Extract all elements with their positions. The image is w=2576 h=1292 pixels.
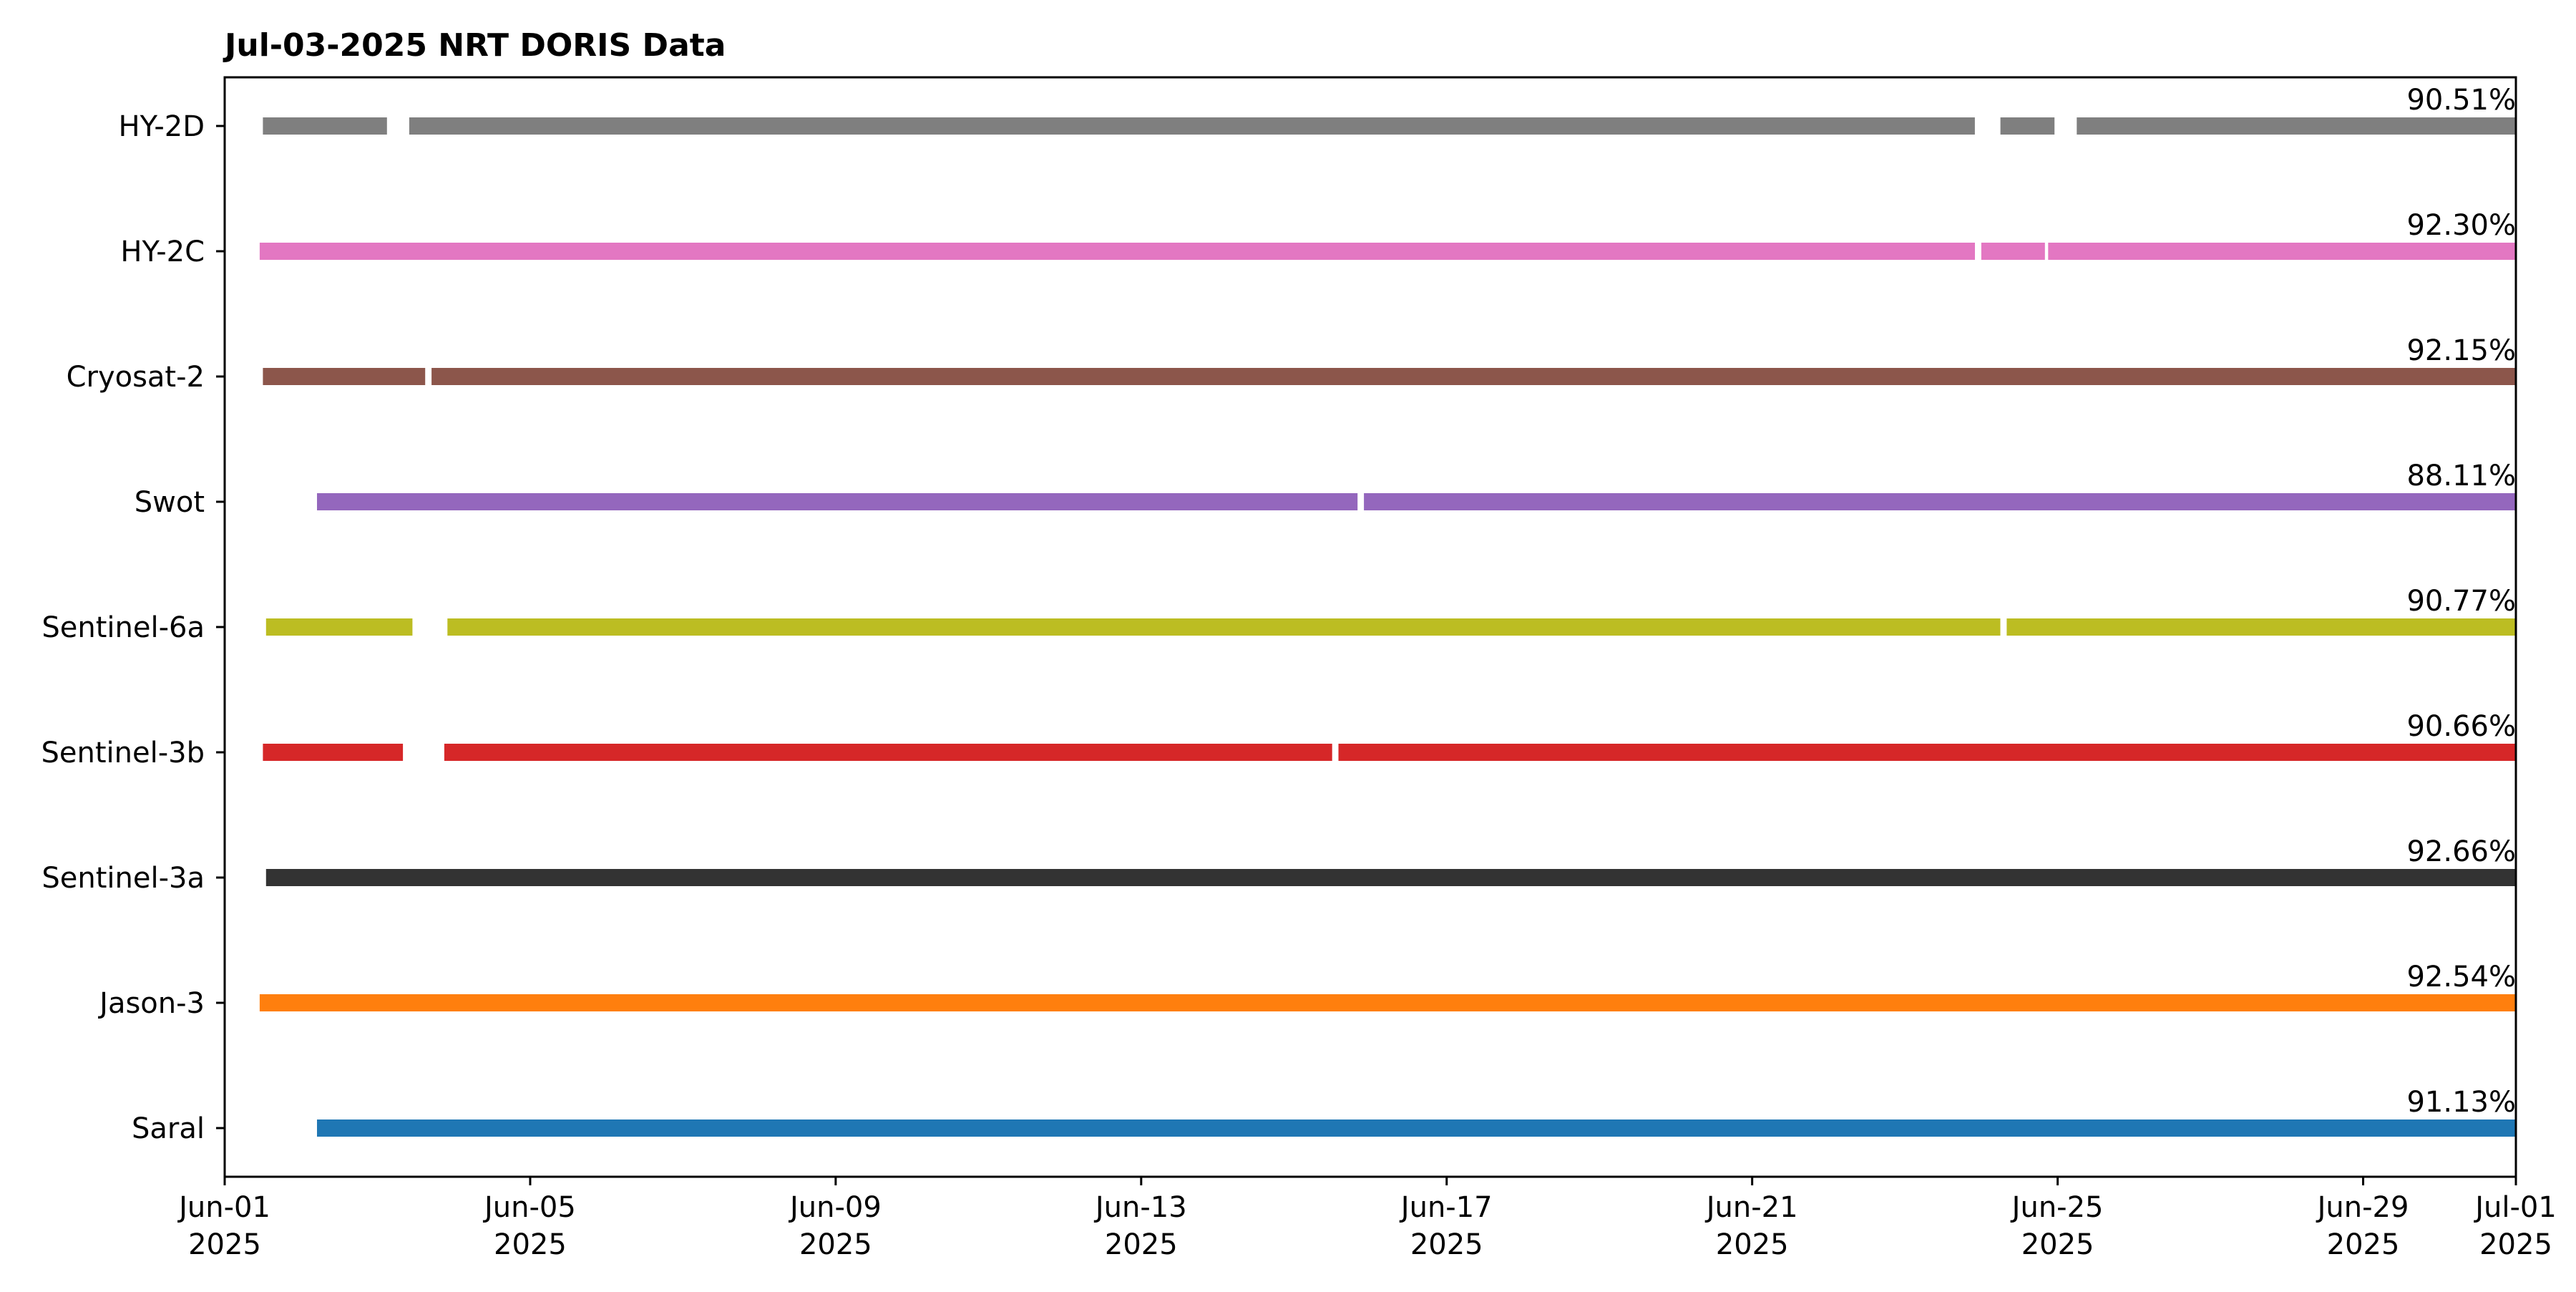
bar-segment-swot-2: [1364, 493, 2516, 510]
x-tick-label-jun-17: Jun-17: [1399, 1191, 1493, 1224]
percent-label-cryosat-2: 92.15%: [2406, 334, 2516, 367]
x-tick-year-jun-25: 2025: [2021, 1228, 2094, 1261]
x-tick-year-jun-17: 2025: [1410, 1228, 1483, 1261]
y-tick-label-hy-2d: HY-2D: [119, 110, 205, 143]
percent-label-sentinel-3a: 92.66%: [2406, 835, 2516, 868]
percent-label-swot: 88.11%: [2406, 460, 2516, 492]
y-axis: Saral Jason-3 Sentinel-3a Sentinel-3b Sentin…: [42, 110, 225, 1145]
bar-segment-hy-2c-2: [1981, 243, 2045, 260]
x-tick-label-jun-09: Jun-09: [788, 1191, 882, 1224]
y-tick-label-cryosat-2: Cryosat-2: [67, 361, 205, 394]
bar-segment-hy-2c-3: [2048, 243, 2516, 260]
bar-segment-sentinel-3b-2: [444, 744, 1332, 761]
bar-segment-sentinel-6a-1: [265, 618, 413, 636]
bar-segment-swot-1: [317, 493, 1358, 510]
x-tick-label-jun-13: Jun-13: [1093, 1191, 1187, 1224]
percent-label-saral: 91.13%: [2406, 1086, 2516, 1119]
bar-segment-sentinel-6a-2: [447, 618, 2001, 636]
bar-segment-sentinel-3b-1: [263, 744, 404, 761]
x-tick-year-jun-01: 2025: [188, 1228, 261, 1261]
y-tick-label-hy-2c: HY-2C: [120, 235, 205, 268]
y-tick-label-sentinel-3a: Sentinel-3a: [42, 862, 205, 895]
bar-segment-cryosat-2-2: [431, 368, 2516, 385]
percent-label-sentinel-3b: 90.66%: [2406, 710, 2516, 743]
bar-segment-jason-3-1: [259, 994, 2517, 1011]
x-tick-year-jun-29: 2025: [2327, 1228, 2400, 1261]
x-tick-label-jun-01: Jun-01: [177, 1191, 270, 1224]
percent-label-hy-2d: 90.51%: [2406, 84, 2516, 117]
y-tick-label-sentinel-3b: Sentinel-3b: [42, 737, 205, 769]
bars-layer: [259, 117, 2517, 1137]
bar-segment-saral-1: [317, 1119, 2516, 1137]
percent-label-jason-3: 92.54%: [2406, 961, 2516, 994]
percent-labels: 91.13% 92.54% 92.66% 90.66% 90.77% 88.11% 92.1…: [2406, 84, 2516, 1119]
y-tick-label-jason-3: Jason-3: [97, 987, 205, 1020]
bar-segment-sentinel-3a-1: [265, 869, 2516, 886]
bar-segment-hy-2d-2: [409, 117, 1975, 135]
y-tick-label-swot: Swot: [135, 486, 205, 519]
x-tick-year-jul-01: 2025: [2479, 1228, 2552, 1261]
percent-label-sentinel-6a: 90.77%: [2406, 585, 2516, 618]
x-tick-year-jun-21: 2025: [1716, 1228, 1789, 1261]
x-axis: Jun-01 2025 Jun-05 2025 Jun-09 2025 Jun-13 2025…: [177, 1177, 2557, 1261]
x-tick-label-jun-29: Jun-29: [2316, 1191, 2409, 1224]
percent-label-hy-2c: 92.30%: [2406, 209, 2516, 242]
bar-segment-hy-2d-4: [2077, 117, 2516, 135]
x-tick-label-jun-05: Jun-05: [482, 1191, 576, 1224]
x-tick-label-jun-25: Jun-25: [2010, 1191, 2104, 1224]
x-tick-year-jun-09: 2025: [799, 1228, 872, 1261]
x-tick-year-jun-13: 2025: [1105, 1228, 1178, 1261]
bar-segment-hy-2c-1: [259, 243, 1976, 260]
bar-segment-sentinel-3b-3: [1338, 744, 2516, 761]
x-tick-year-jun-05: 2025: [494, 1228, 567, 1261]
y-tick-label-sentinel-6a: Sentinel-6a: [42, 611, 205, 644]
bar-segment-hy-2d-3: [2000, 117, 2055, 135]
x-tick-label-jun-21: Jun-21: [1704, 1191, 1798, 1224]
y-tick-label-saral: Saral: [132, 1112, 205, 1145]
bar-segment-hy-2d-1: [263, 117, 387, 135]
chart-title: Jul-03-2025 NRT DORIS Data: [223, 27, 726, 64]
x-tick-label-jul-01: Jul-01: [2473, 1191, 2557, 1224]
plot-frame: [223, 76, 2517, 1178]
bar-segment-sentinel-6a-3: [2006, 618, 2516, 636]
bar-segment-cryosat-2-1: [263, 368, 426, 385]
